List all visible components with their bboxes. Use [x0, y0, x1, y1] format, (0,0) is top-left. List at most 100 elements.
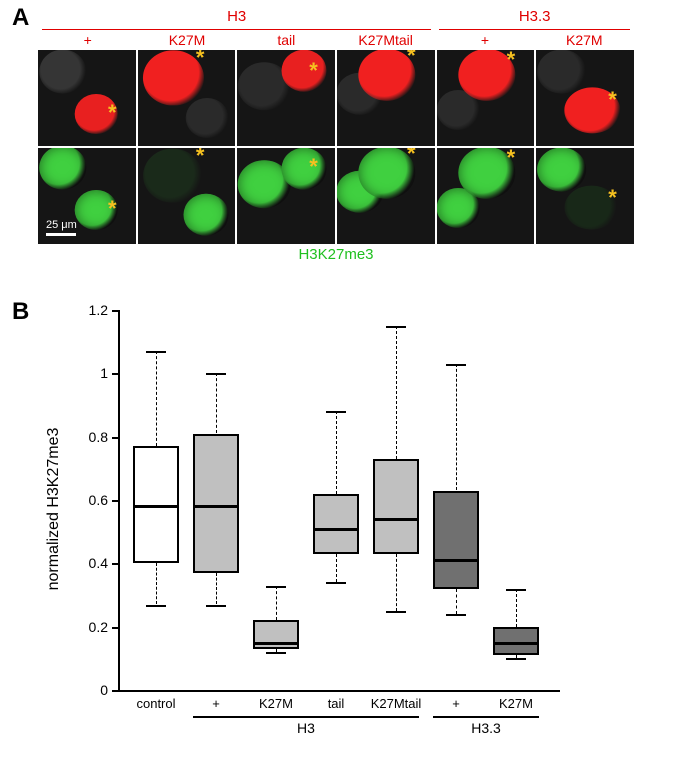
panel-a-header: H3: [38, 8, 435, 30]
microscopy-cell: *: [337, 50, 435, 146]
panel-a-subheader: tail: [237, 30, 336, 50]
asterisk-marker: *: [407, 148, 416, 165]
whisker-cap: [146, 351, 166, 353]
panel-a-subheader: K27M: [137, 30, 236, 50]
x-axis-line: [120, 690, 560, 692]
cell-nucleus: [144, 148, 203, 202]
asterisk-marker: *: [196, 50, 205, 69]
whisker: [396, 554, 397, 611]
whisker-cap: [206, 373, 226, 375]
y-axis-title: normalized H3K27me3: [45, 428, 63, 591]
cell-nucleus: [537, 50, 586, 94]
whisker-cap: [146, 605, 166, 607]
asterisk-marker: *: [108, 102, 117, 124]
microscopy-cell: *: [237, 50, 335, 146]
median-line: [433, 559, 479, 562]
scale-bar: 25 μm: [46, 219, 77, 236]
panel-a-subheader: +: [38, 30, 137, 50]
y-tick: [112, 690, 120, 692]
asterisk-marker: *: [507, 148, 516, 169]
boxplot-box: [253, 620, 299, 649]
whisker: [336, 411, 337, 493]
whisker: [216, 573, 217, 605]
panel-a-subheader: K27Mtail: [336, 30, 435, 50]
x-tick-label: tail: [328, 696, 345, 711]
microscopy-cell: *: [536, 50, 634, 146]
median-line: [373, 518, 419, 521]
microscopy-cell: *: [437, 148, 535, 244]
panel-a-row-red: * * * * * *: [38, 50, 634, 146]
x-tick-label: K27M: [499, 696, 533, 711]
x-group-label: H3.3: [471, 720, 501, 736]
whisker-cap: [386, 611, 406, 613]
asterisk-marker: *: [108, 198, 117, 220]
cell-nucleus: [282, 50, 327, 92]
whisker: [276, 586, 277, 621]
microscopy-cell: *: [237, 148, 335, 244]
whisker-cap: [506, 658, 526, 660]
whisker-cap: [326, 411, 346, 413]
y-tick-label: 0: [78, 682, 108, 698]
y-tick-label: 0.2: [78, 619, 108, 635]
cell-nucleus: [39, 148, 86, 190]
asterisk-marker: *: [507, 50, 516, 71]
microscopy-cell: *: [337, 148, 435, 244]
x-group-label: H3: [297, 720, 315, 736]
cell-nucleus: [184, 194, 229, 236]
panel-a-header-row: H3H3.3: [38, 8, 634, 30]
median-line: [133, 505, 179, 508]
median-line: [313, 528, 359, 531]
asterisk-marker: *: [407, 50, 416, 67]
whisker-cap: [266, 586, 286, 588]
boxplot-box: [313, 494, 359, 554]
median-line: [253, 642, 299, 645]
x-group-line: [433, 716, 539, 718]
panel-a-bottom-label: H3K27me3: [38, 246, 634, 263]
whisker: [396, 326, 397, 459]
y-tick-label: 1.2: [78, 302, 108, 318]
median-line: [493, 642, 539, 645]
panel-a-header: H3.3: [435, 8, 634, 30]
x-tick-label: +: [452, 696, 460, 711]
y-tick-label: 0.8: [78, 429, 108, 445]
whisker: [156, 563, 157, 604]
asterisk-marker: *: [196, 148, 205, 167]
x-tick-label: K27M: [259, 696, 293, 711]
x-group-line: [193, 716, 419, 718]
cell-nucleus: [537, 148, 586, 192]
y-tick-label: 1: [78, 365, 108, 381]
whisker-cap: [326, 582, 346, 584]
asterisk-marker: *: [309, 156, 318, 178]
whisker: [456, 589, 457, 614]
whisker-cap: [506, 589, 526, 591]
cell-nucleus: [39, 50, 86, 94]
cell-nucleus: [143, 50, 204, 106]
panel-b-label: B: [12, 298, 29, 326]
whisker-cap: [266, 652, 286, 654]
figure-root: A H3H3.3 +K27MtailK27Mtail+K27M ****** *…: [0, 0, 674, 784]
boxplot-box: [433, 491, 479, 589]
asterisk-marker: *: [309, 60, 318, 82]
whisker-cap: [386, 326, 406, 328]
microscopy-cell: *: [38, 50, 136, 146]
asterisk-marker: *: [608, 89, 617, 111]
cell-nucleus: [282, 148, 327, 190]
whisker-cap: [446, 614, 466, 616]
panel-a-subheader-row: +K27MtailK27Mtail+K27M: [38, 30, 634, 50]
panel-b: normalized H3K27me3 00.20.40.60.811.2 co…: [60, 300, 640, 760]
boxplot-box: [373, 459, 419, 554]
chart-area: [120, 310, 560, 690]
median-line: [193, 505, 239, 508]
panel-a-subheader: K27M: [535, 30, 634, 50]
whisker: [516, 589, 517, 627]
whisker: [336, 554, 337, 583]
panel-a-label: A: [12, 4, 29, 32]
microscopy-cell: * 25 μm: [38, 148, 136, 244]
x-tick-label: control: [136, 696, 175, 711]
microscopy-cell: *: [138, 148, 236, 244]
panel-a-image-grid: ****** *25 μm*****: [38, 50, 634, 244]
y-tick-label: 0.4: [78, 555, 108, 571]
whisker-cap: [446, 364, 466, 366]
panel-a-row-green: *25 μm*****: [38, 148, 634, 244]
whisker: [216, 373, 217, 433]
